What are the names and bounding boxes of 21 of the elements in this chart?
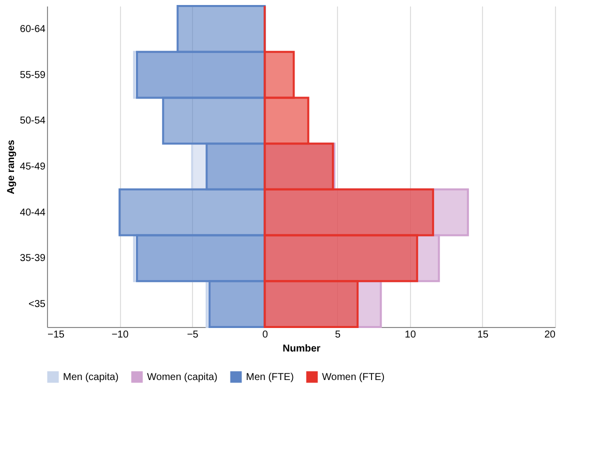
legend-label: Men (capita) [63, 372, 119, 383]
y-tick-label: 40-44 [20, 207, 46, 218]
y-tick-label: 45-49 [20, 162, 46, 172]
y-tick-label: 60-64 [20, 24, 46, 35]
x-tick-label: 20 [544, 330, 556, 340]
x-tick-label: 10 [404, 330, 416, 340]
legend-label: Women (capita) [147, 372, 218, 383]
x-tick-label: 5 [335, 330, 342, 340]
x-tick-label: −15 [48, 330, 65, 340]
y-tick-label: 55-59 [20, 70, 46, 81]
x-axis-title: Number [282, 344, 320, 354]
y-axis-title: Age ranges [6, 139, 17, 194]
x-tick-label: −5 [186, 330, 199, 340]
x-tick-label: 15 [477, 330, 489, 340]
y-tick-label: 50-54 [20, 116, 46, 127]
x-tick-label: 0 [262, 330, 268, 340]
y-tick-label: 35-39 [20, 253, 46, 264]
legend-label: Women (FTE) [322, 372, 385, 383]
x-tick-label: −10 [112, 330, 129, 340]
y-tick-label: <35 [28, 299, 46, 310]
legend-label: Men (FTE) [246, 372, 294, 383]
